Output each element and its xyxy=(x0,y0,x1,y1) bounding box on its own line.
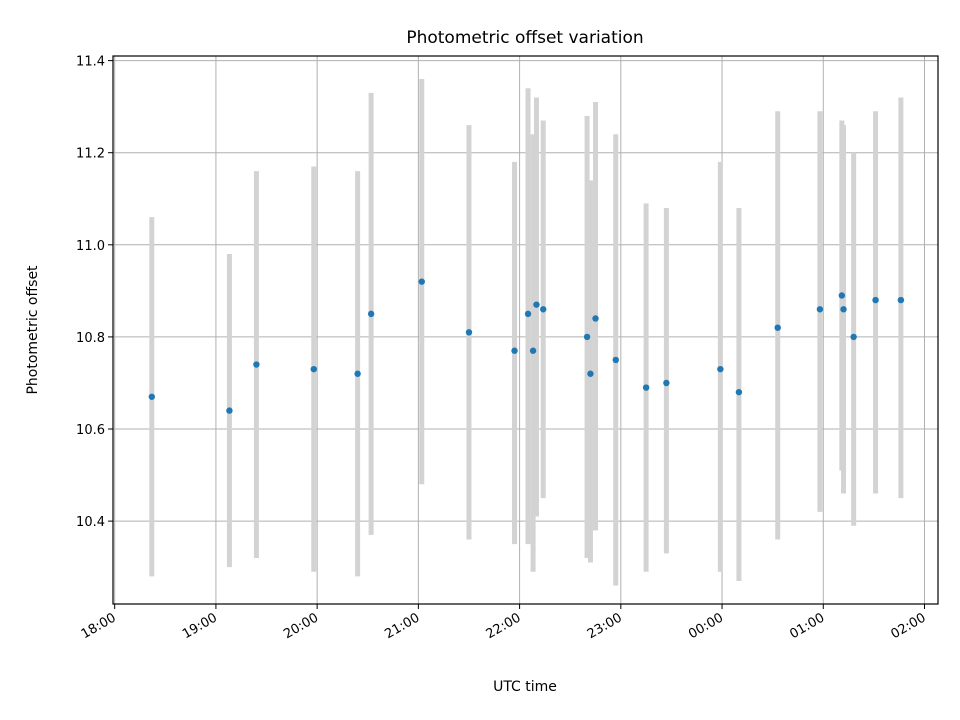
data-point xyxy=(310,365,317,373)
data-point xyxy=(816,306,824,313)
data-point xyxy=(587,370,594,377)
data-point xyxy=(524,310,532,318)
data-point xyxy=(148,393,156,400)
data-point xyxy=(583,333,591,341)
data-point xyxy=(642,384,650,391)
data-point xyxy=(511,347,518,354)
y-tick-label: 10.4 xyxy=(76,515,105,530)
y-axis-ticks: 10.4 10.6 10.8 11.0 11.2 11.4 xyxy=(76,55,113,530)
y-tick-label: 11.4 xyxy=(76,55,105,70)
data-point xyxy=(663,379,670,387)
data-point xyxy=(840,306,847,313)
y-tick-label: 10.8 xyxy=(76,331,105,346)
data-point xyxy=(774,324,781,331)
y-tick-label: 11.0 xyxy=(76,239,105,254)
chart-title: Photometric offset variation xyxy=(406,28,643,48)
data-point xyxy=(592,315,599,322)
data-point xyxy=(872,296,879,304)
data-point xyxy=(540,306,547,313)
gridlines xyxy=(113,56,938,604)
data-point xyxy=(465,329,473,336)
data-point xyxy=(717,365,724,373)
data-point xyxy=(612,356,619,364)
data-points xyxy=(148,278,905,414)
data-point xyxy=(529,347,537,354)
data-point xyxy=(226,407,233,414)
data-point xyxy=(418,278,425,285)
data-point xyxy=(850,333,857,341)
y-tick-label: 10.6 xyxy=(76,423,105,438)
data-point xyxy=(253,361,260,368)
plot-frame xyxy=(112,55,939,605)
y-axis-label: Photometric offset xyxy=(25,265,41,395)
data-point xyxy=(897,296,905,304)
data-point xyxy=(367,310,375,318)
data-point xyxy=(533,301,540,308)
data-point xyxy=(354,370,361,377)
x-axis-label: UTC time xyxy=(493,679,557,695)
y-tick-label: 11.2 xyxy=(76,147,105,162)
data-point xyxy=(735,388,743,396)
data-point xyxy=(838,292,846,299)
